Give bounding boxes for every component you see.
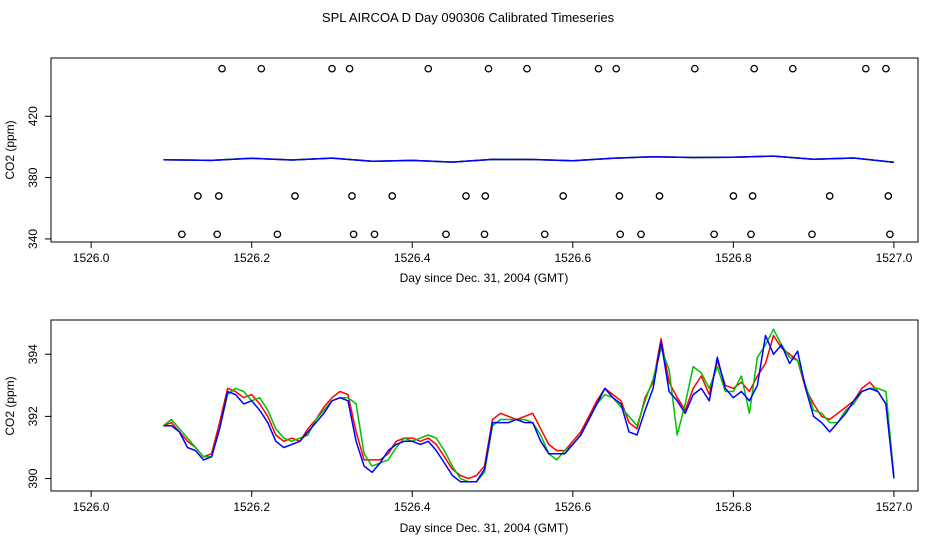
bottom-y-axis-label: CO2 (ppm) (3, 376, 17, 435)
top-x-tick-label: 1526.4 (394, 251, 431, 265)
bottom-y-tick-label: 390 (26, 468, 40, 488)
top-marker-point (370, 230, 379, 239)
bottom-x-tick-label: 1526.6 (554, 500, 591, 514)
figure-title: SPL AIRCOA D Day 090306 Calibrated Times… (322, 10, 615, 25)
top-x-tick-label: 1526.6 (554, 251, 591, 265)
top-marker-point (884, 192, 893, 200)
top-marker-point (328, 64, 336, 73)
top-y-tick-label: 420 (26, 106, 40, 126)
top-marker-point (273, 230, 282, 239)
top-marker-point (523, 64, 531, 73)
top-marker-point (424, 64, 433, 73)
top-marker-point (559, 192, 568, 200)
top-marker-point (540, 230, 549, 239)
top-marker-point (594, 64, 603, 73)
top-series-line-2 (163, 155, 894, 164)
top-marker-point (349, 230, 358, 239)
top-series (163, 155, 894, 164)
bottom-series (162, 328, 895, 483)
top-marker-point (690, 64, 699, 73)
bottom-x-tick-label: 1526.0 (73, 500, 110, 514)
top-x-ticks: 1526.0 1526.2 1526.4 1526.6 1526.8 1527.0 (73, 242, 913, 265)
top-y-tick-label: 340 (26, 229, 40, 249)
top-marker-point (748, 192, 757, 200)
top-marker-point (442, 230, 450, 239)
top-x-tick-label: 1526.2 (233, 251, 270, 265)
bottom-y-tick-label: 392 (26, 406, 40, 426)
top-x-tick-label: 1526.8 (715, 251, 752, 265)
bottom-chart: Day since Dec. 31, 2004 (GMT) CO2 (ppm) … (3, 319, 919, 535)
top-marker-point (637, 230, 645, 239)
top-marker-point (480, 230, 489, 239)
top-y-axis-label: CO2 (ppm) (3, 120, 17, 179)
top-marker-point (218, 64, 226, 73)
top-marker-point (788, 64, 797, 73)
top-marker-point (257, 64, 266, 73)
top-marker-point (861, 64, 870, 73)
bottom-series-line-0 (163, 334, 895, 480)
top-marker-point (616, 230, 625, 239)
bottom-x-ticks: 1526.0 1526.2 1526.4 1526.6 1526.8 1527.0 (73, 491, 913, 514)
bottom-plot-frame (50, 319, 919, 492)
bottom-x-tick-label: 1526.4 (394, 500, 431, 514)
top-plot-frame (50, 57, 919, 243)
top-marker-point (825, 192, 834, 200)
top-marker-point (710, 230, 718, 239)
top-marker-point (655, 192, 664, 200)
top-marker-point (729, 192, 738, 200)
bottom-y-ticks: 390 392 394 (26, 344, 51, 489)
top-y-tick-label: 380 (26, 167, 40, 187)
top-marker-point (481, 192, 490, 200)
bottom-y-tick-label: 394 (26, 344, 40, 364)
top-chart: Day since Dec. 31, 2004 (GMT) CO2 (ppm) … (3, 57, 919, 285)
top-marker-point (462, 192, 470, 200)
top-marker-point (345, 64, 354, 73)
top-marker-point (484, 64, 493, 73)
top-marker-point (388, 192, 397, 200)
top-marker-point (747, 230, 755, 239)
bottom-x-tick-label: 1526.8 (715, 500, 752, 514)
top-marker-point (348, 192, 356, 200)
top-x-tick-label: 1527.0 (876, 251, 913, 265)
bottom-x-tick-label: 1527.0 (876, 500, 913, 514)
top-marker-point (615, 192, 624, 200)
top-x-tick-label: 1526.0 (73, 251, 110, 265)
top-markers (178, 64, 894, 239)
top-marker-point (291, 192, 299, 200)
top-marker-point (213, 230, 222, 239)
top-marker-point (612, 64, 621, 73)
top-y-ticks: 340 380 420 (26, 106, 51, 249)
bottom-x-axis-label: Day since Dec. 31, 2004 (GMT) (400, 521, 569, 535)
top-marker-point (882, 64, 890, 73)
top-marker-point (750, 64, 759, 73)
top-marker-point (214, 192, 223, 200)
top-marker-point (886, 230, 894, 239)
bottom-series-line-1 (162, 328, 895, 483)
top-x-axis-label: Day since Dec. 31, 2004 (GMT) (400, 271, 569, 285)
bottom-series-line-2 (163, 334, 895, 483)
top-marker-point (194, 192, 202, 200)
top-marker-point (178, 230, 186, 239)
top-marker-point (808, 230, 816, 239)
bottom-x-tick-label: 1526.2 (233, 500, 270, 514)
